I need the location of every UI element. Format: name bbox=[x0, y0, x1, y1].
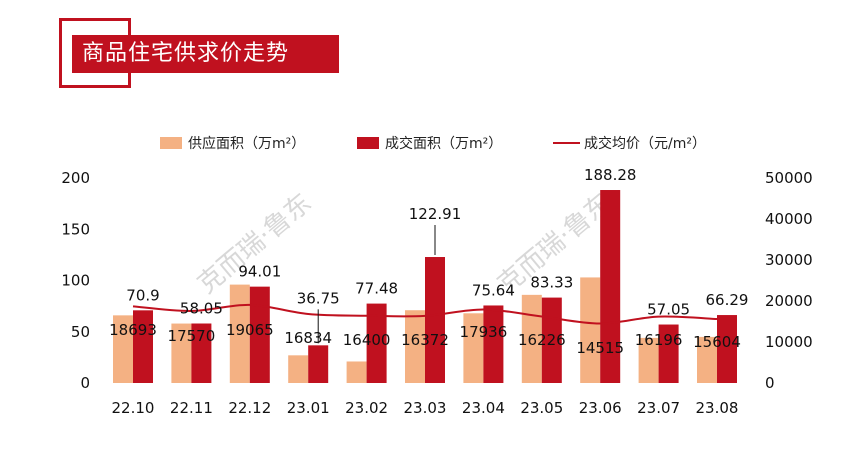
x-axis-tick-10: 23.08 bbox=[696, 399, 739, 417]
right-axis-tick-0: 0 bbox=[765, 374, 775, 392]
bar-supply-6 bbox=[463, 313, 484, 383]
bar-supply-10 bbox=[697, 336, 717, 383]
bar-supply-8 bbox=[580, 277, 601, 383]
x-axis-tick-4: 23.02 bbox=[345, 399, 388, 417]
right-axis-tick-1: 10000 bbox=[765, 333, 813, 351]
right-axis-tick-3: 30000 bbox=[765, 251, 813, 269]
price-data-label-10: 15604 bbox=[693, 333, 741, 351]
sales-data-label-0: 70.9 bbox=[126, 286, 159, 304]
right-axis-tick-2: 20000 bbox=[765, 292, 813, 310]
x-axis-tick-1: 22.11 bbox=[170, 399, 213, 417]
price-data-label-4: 16400 bbox=[343, 331, 391, 349]
sales-data-label-1: 58.05 bbox=[180, 299, 223, 317]
x-axis-tick-6: 23.04 bbox=[462, 399, 505, 417]
bar-supply-5 bbox=[405, 310, 425, 383]
chart-title: 商品住宅供求价走势 bbox=[72, 35, 339, 73]
price-data-label-0: 18693 bbox=[109, 321, 157, 339]
bar-sales-0 bbox=[133, 310, 153, 383]
bar-sales-1 bbox=[191, 323, 212, 383]
legend-swatch-sales bbox=[357, 137, 379, 149]
left-axis-tick-4: 200 bbox=[61, 169, 90, 187]
x-axis-tick-2: 22.12 bbox=[228, 399, 271, 417]
bar-sales-4 bbox=[366, 303, 387, 383]
bar-sales-10 bbox=[717, 315, 737, 383]
bar-supply-9 bbox=[638, 337, 659, 383]
x-axis-tick-7: 23.05 bbox=[520, 399, 563, 417]
price-line bbox=[132, 303, 718, 325]
price-data-label-6: 17936 bbox=[460, 323, 508, 341]
bar-sales-6 bbox=[483, 305, 504, 383]
bar-supply-7 bbox=[521, 294, 542, 383]
legend: 供应面积（万m²） 成交面积（万m²） 成交均价（元/m²） bbox=[160, 135, 706, 152]
bar-supply-0 bbox=[113, 315, 133, 383]
watermark-text-0: 克而瑞·鲁东 bbox=[192, 188, 317, 300]
price-data-label-9: 16196 bbox=[635, 331, 683, 349]
bar-supply-2 bbox=[229, 284, 250, 383]
left-axis-tick-0: 0 bbox=[80, 374, 90, 392]
price-data-label-2: 19065 bbox=[226, 321, 274, 339]
legend-label-supply: 供应面积（万m²） bbox=[188, 135, 305, 152]
sales-data-label-3: 36.75 bbox=[297, 289, 340, 307]
right-axis-tick-4: 40000 bbox=[765, 210, 813, 228]
bar-sales-3 bbox=[308, 345, 329, 383]
bar-sales-5 bbox=[425, 257, 445, 383]
sales-data-label-9: 57.05 bbox=[647, 301, 690, 319]
legend-swatch-supply bbox=[160, 137, 182, 149]
price-data-label-3: 16834 bbox=[284, 329, 332, 347]
price-data-label-1: 17570 bbox=[168, 327, 216, 345]
data-labels: 70.9 58.05 94.01 36.75 77.48 122.91 75.64 83.33… bbox=[109, 166, 748, 357]
bar-supply-1 bbox=[171, 323, 192, 383]
x-axis-tick-9: 23.07 bbox=[637, 399, 680, 417]
bar-sales-2 bbox=[249, 286, 270, 383]
legend-label-sales: 成交面积（万m²） bbox=[385, 135, 502, 152]
sales-data-label-10: 66.29 bbox=[706, 291, 749, 309]
bars bbox=[113, 190, 737, 383]
left-axis-tick-1: 50 bbox=[71, 323, 90, 341]
bar-supply-3 bbox=[288, 355, 309, 383]
x-axis-tick-3: 23.01 bbox=[287, 399, 330, 417]
axes: 0 50 100 150 200 0 10000 20000 30000 40000 50000 22… bbox=[61, 169, 812, 417]
price-data-label-5: 16372 bbox=[401, 331, 449, 349]
bar-supply-4 bbox=[346, 361, 367, 383]
x-axis-tick-8: 23.06 bbox=[579, 399, 622, 417]
right-axis-tick-5: 50000 bbox=[765, 169, 813, 187]
sales-data-label-5: 122.91 bbox=[409, 205, 462, 223]
legend-label-price: 成交均价（元/m²） bbox=[584, 135, 706, 152]
x-axis-tick-5: 23.03 bbox=[404, 399, 447, 417]
sales-data-label-7: 83.33 bbox=[530, 274, 573, 292]
price-line-path bbox=[132, 303, 718, 325]
left-axis-tick-3: 150 bbox=[61, 220, 90, 238]
price-data-label-7: 16226 bbox=[518, 331, 566, 349]
sales-data-label-2: 94.01 bbox=[238, 263, 281, 281]
sales-data-label-8: 188.28 bbox=[584, 166, 637, 184]
bar-sales-9 bbox=[658, 324, 679, 383]
left-axis-tick-2: 100 bbox=[61, 272, 90, 290]
sales-data-label-6: 75.64 bbox=[472, 281, 515, 299]
bar-sales-8 bbox=[600, 190, 621, 383]
sales-data-label-4: 77.48 bbox=[355, 280, 398, 298]
price-data-label-8: 14515 bbox=[576, 339, 624, 357]
x-axis-tick-0: 22.10 bbox=[112, 399, 155, 417]
